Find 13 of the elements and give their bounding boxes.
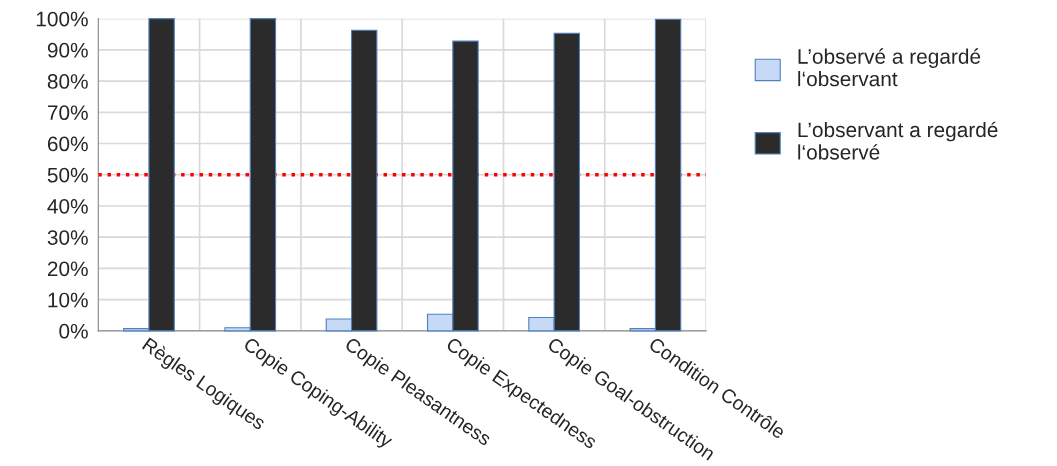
legend-label: L’observant a regardé l‘observé — [798, 121, 998, 160]
y-tick-label: 0% — [59, 323, 88, 339]
y-tick-label: 80% — [47, 74, 88, 89]
legend-label: L’observé a regardé l‘observant — [798, 48, 981, 87]
y-tick-label: 100% — [36, 11, 88, 27]
y-tick-label: 20% — [47, 261, 88, 277]
y-tick-label: 70% — [47, 105, 88, 121]
y-tick-label: 90% — [47, 42, 88, 58]
y-tick-label: 60% — [47, 136, 88, 152]
y-tick-label: 50% — [47, 167, 88, 183]
y-tick-label: 40% — [47, 198, 88, 214]
y-tick-label: 30% — [47, 230, 88, 245]
y-tick-label: 10% — [48, 292, 88, 308]
